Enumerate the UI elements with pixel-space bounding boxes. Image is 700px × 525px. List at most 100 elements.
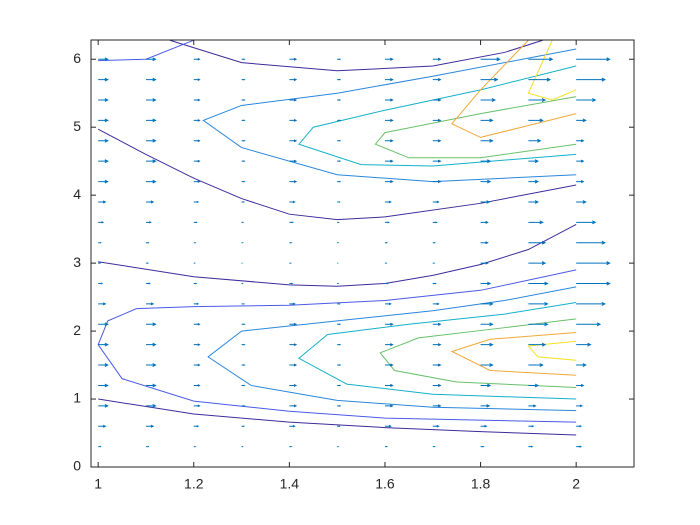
contour-line xyxy=(298,302,577,400)
quiver-arrow xyxy=(193,78,201,81)
quiver-arrow xyxy=(432,343,442,347)
quiver-arrow xyxy=(576,98,597,102)
axes-box xyxy=(90,39,635,468)
quiver-arrow xyxy=(145,57,157,62)
quiver-arrow xyxy=(528,200,540,204)
quiver-arrow xyxy=(432,179,442,184)
quiver-arrow xyxy=(528,261,547,266)
contour-line xyxy=(98,40,194,62)
quiver-arrow xyxy=(528,342,547,347)
quiver-arrow xyxy=(145,322,157,327)
quiver-arrow xyxy=(98,445,102,448)
quiver-arrow xyxy=(432,424,440,428)
quiver-arrow xyxy=(289,159,298,163)
quiver-arrow xyxy=(241,323,246,326)
y-tick-label: 2 xyxy=(73,322,81,338)
quiver-arrow xyxy=(145,221,152,224)
quiver-arrow xyxy=(384,242,388,244)
quiver-arrow xyxy=(528,425,535,428)
contour-line xyxy=(527,340,577,361)
quiver-arrow xyxy=(145,403,157,408)
quiver-arrow xyxy=(384,118,394,123)
quiver-arrow xyxy=(480,200,491,204)
quiver-arrow xyxy=(145,363,157,367)
quiver-arrow xyxy=(145,77,157,82)
quiver-arrow xyxy=(241,404,246,407)
quiver-arrow xyxy=(480,98,497,102)
quiver-arrow xyxy=(145,424,155,428)
quiver-arrow xyxy=(384,98,394,102)
quiver-arrow xyxy=(480,363,494,368)
quiver-arrow xyxy=(480,118,494,123)
quiver-arrow xyxy=(432,445,436,448)
quiver-arrow xyxy=(98,262,102,264)
y-tick-label: 3 xyxy=(73,254,81,270)
x-tick-label: 2 xyxy=(572,476,580,492)
quiver-arrow xyxy=(384,78,394,82)
quiver-arrow xyxy=(337,119,342,122)
quiver-arrow xyxy=(576,57,611,62)
quiver-arrow xyxy=(145,282,151,285)
quiver-arrow xyxy=(576,159,585,163)
quiver-arrow xyxy=(528,363,544,368)
contour-line xyxy=(450,331,577,376)
contour-line xyxy=(98,398,577,436)
contour-line xyxy=(169,40,543,72)
quiver-arrow xyxy=(384,343,394,347)
quiver-arrow xyxy=(193,119,201,122)
quiver-arrow xyxy=(480,77,499,82)
quiver-arrow xyxy=(98,200,107,204)
quiver-arrow xyxy=(480,57,501,62)
y-tick-label: 1 xyxy=(73,390,81,406)
quiver-arrow xyxy=(432,302,440,306)
quiver-arrow xyxy=(98,302,107,306)
quiver-arrow xyxy=(528,138,542,143)
quiver-arrow xyxy=(289,404,298,408)
quiver-arrow xyxy=(384,179,394,184)
quiver-arrow xyxy=(384,139,394,143)
quiver-arrow xyxy=(241,364,246,366)
quiver-arrow xyxy=(480,241,489,245)
quiver-arrow xyxy=(145,342,157,347)
quiver-arrow xyxy=(193,302,200,305)
quiver-arrow xyxy=(193,98,201,102)
plot-area xyxy=(91,40,634,467)
quiver-arrow xyxy=(384,159,394,163)
quiver-arrow xyxy=(193,363,201,367)
quiver-arrow xyxy=(241,160,246,163)
quiver-arrow xyxy=(289,180,298,184)
quiver-arrow xyxy=(384,383,394,388)
quiver-arrow xyxy=(337,180,342,183)
quiver-arrow xyxy=(480,445,485,448)
x-tick-label: 1.4 xyxy=(280,476,300,492)
quiver-arrow xyxy=(432,57,442,61)
quiver-arrow xyxy=(289,302,296,306)
quiver-arrow xyxy=(337,323,342,326)
quiver-arrow xyxy=(480,301,494,306)
contour-line xyxy=(298,65,577,167)
quiver-arrow xyxy=(241,425,246,428)
quiver-arrow xyxy=(98,221,105,224)
quiver-arrow xyxy=(241,119,246,122)
quiver-arrow xyxy=(432,98,442,102)
quiver-arrow xyxy=(145,383,157,388)
quiver-arrow xyxy=(576,139,585,143)
quiver-arrow xyxy=(98,118,109,123)
x-tick-label: 1.2 xyxy=(184,476,204,492)
quiver-arrow xyxy=(241,99,246,101)
quiver-arrow xyxy=(384,363,394,367)
quiver-arrow xyxy=(98,179,109,184)
quiver-arrow xyxy=(432,221,438,224)
quiver-arrow xyxy=(528,179,540,184)
quiver-arrow xyxy=(145,159,157,164)
quiver-arrow xyxy=(289,118,298,122)
y-tick-label: 0 xyxy=(73,458,81,474)
contour-line xyxy=(527,40,577,101)
quiver-arrow xyxy=(145,138,157,143)
x-tick-label: 1 xyxy=(94,476,102,492)
quiver-arrow xyxy=(337,384,342,387)
quiver-arrow xyxy=(576,118,587,123)
quiver-arrow xyxy=(432,282,437,285)
quiver-arrow xyxy=(432,200,440,204)
